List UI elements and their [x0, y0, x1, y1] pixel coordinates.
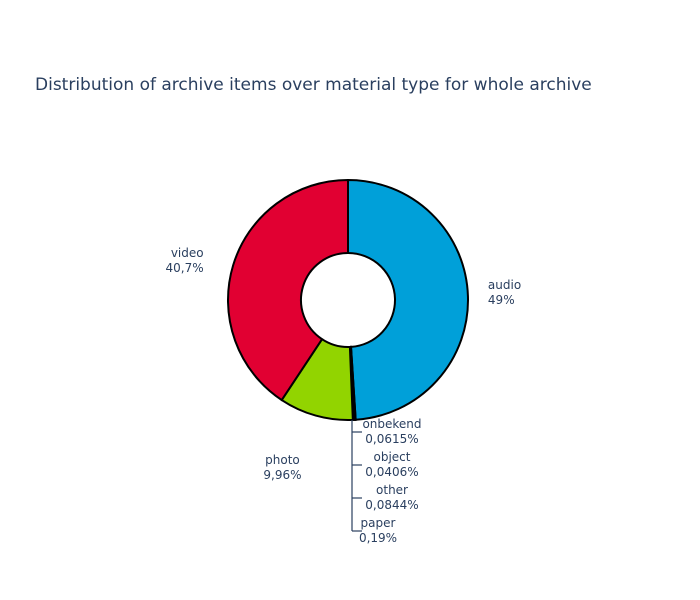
- label-object: object 0,0406%: [365, 450, 418, 479]
- slices-group: [227, 178, 470, 421]
- label-video: video 40,7%: [165, 246, 203, 275]
- slice-video[interactable]: [227, 178, 349, 402]
- leader-lines-group: [351, 420, 362, 532]
- label-paper: paper 0,19%: [359, 516, 397, 545]
- label-onbekend: onbekend 0,0615%: [362, 417, 421, 446]
- label-photo: photo 9,96%: [263, 453, 301, 482]
- chart-title: Distribution of archive items over mater…: [35, 75, 592, 95]
- label-audio: audio 49%: [488, 278, 521, 307]
- labels-group: audio 49% photo 9,96% video 40,7% onbekend 0,06…: [165, 246, 521, 545]
- slice-audio[interactable]: [347, 178, 470, 421]
- label-other: other 0,0844%: [365, 483, 418, 512]
